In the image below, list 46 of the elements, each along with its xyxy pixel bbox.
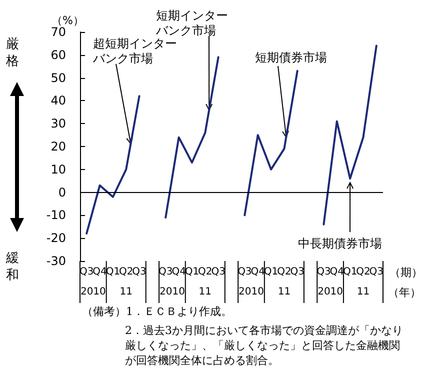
x-tick-label: Q2 xyxy=(356,266,370,278)
x-tick-label: Q3 xyxy=(316,266,331,278)
text: 緩和 xyxy=(5,251,19,283)
series-label: 短期債券市場 xyxy=(255,50,327,64)
y-tick-label: 20 xyxy=(50,140,66,154)
text: 11 xyxy=(278,286,291,298)
x-tick-label: Q4 xyxy=(172,266,186,278)
y-tick-label: 10 xyxy=(50,162,66,176)
x-tick-label: Q4 xyxy=(250,266,265,278)
x-tick-label: Q3 xyxy=(79,266,94,278)
y-tick-label: -10 xyxy=(46,208,66,222)
y-tick-label: 30 xyxy=(50,116,66,131)
x-tick-label: Q2 xyxy=(198,266,212,278)
x-tick-label: Q4 xyxy=(330,266,344,278)
text: （備考）1．ＥＣＢより作成。 xyxy=(82,305,232,318)
x-tick-label: Q3 xyxy=(211,266,226,278)
y-tick-label: 60 xyxy=(50,48,66,62)
y-tick-label: -20 xyxy=(46,231,66,246)
text: 2．過去3か月間において各市場での資金調達が「かなり厳しくなった」、「厳しくなった」と回答した金融機関が回答機関全体に占める割合。 xyxy=(125,324,403,367)
y-tick-label: 40 xyxy=(50,94,66,108)
text: 11 xyxy=(198,286,212,298)
y-tick-label: 50 xyxy=(50,70,66,85)
text: 超短期インターバンク市場 xyxy=(92,36,177,66)
x-axis-title: （期） xyxy=(389,266,422,279)
y-tick-label: 0 xyxy=(58,185,66,200)
y-axis-title: （%） xyxy=(52,14,84,27)
text: 11 xyxy=(120,286,132,298)
text: 2010 xyxy=(238,286,264,298)
x-tick-label: Q3 xyxy=(290,266,304,278)
x-tick-label: Q4 xyxy=(92,266,107,278)
x-tick-label: Q2 xyxy=(277,266,292,278)
text: 中長期債券市場 xyxy=(298,236,382,250)
text: （年） xyxy=(388,286,421,299)
text: 2010 xyxy=(318,286,344,298)
series-label: 短期インターバンク市場 xyxy=(155,8,228,38)
text: 11 xyxy=(356,286,370,298)
y-tick-label: 70 xyxy=(50,25,66,39)
text: 厳格 xyxy=(5,37,19,69)
x-tick-label: Q3 xyxy=(158,266,173,278)
x-tick-label: Q3 xyxy=(369,266,384,278)
x-tick-label: Q3 xyxy=(132,266,146,278)
text: 2010 xyxy=(159,286,185,298)
x-tick-label: Q2 xyxy=(118,266,134,278)
x-tick-label: Q3 xyxy=(238,266,252,278)
y-tick-label: -30 xyxy=(46,254,66,268)
text: 2010 xyxy=(80,286,106,298)
